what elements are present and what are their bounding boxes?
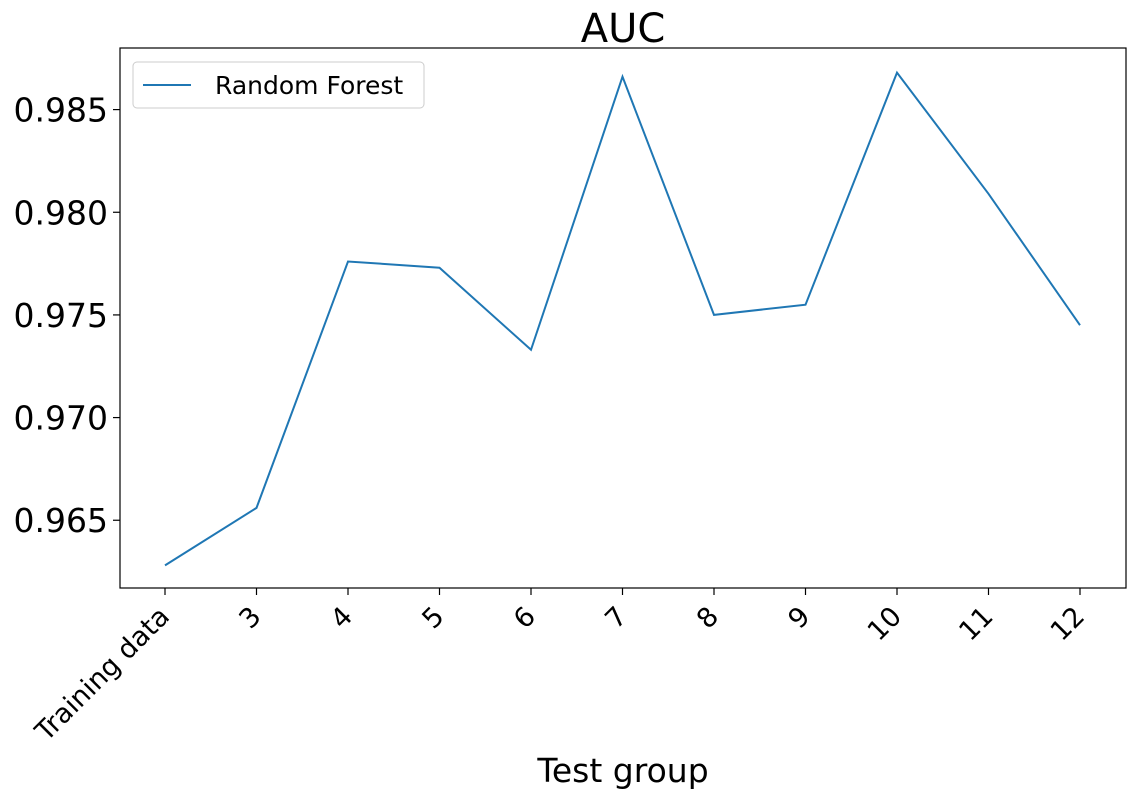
x-tick-label: 10 xyxy=(862,601,908,647)
data-point xyxy=(713,314,715,316)
y-axis: 0.965 0.970 0.975 0.980 0.985 xyxy=(14,91,120,540)
x-axis: Training data 3 4 5 6 7 8 9 10 11 12 xyxy=(29,588,1091,748)
x-tick-label: 7 xyxy=(599,601,633,635)
data-point xyxy=(896,72,898,74)
data-point xyxy=(164,564,166,566)
data-point xyxy=(622,76,624,78)
y-tick-label: 0.980 xyxy=(14,193,108,232)
x-tick-label: 9 xyxy=(782,601,816,635)
data-point xyxy=(530,349,532,351)
data-point xyxy=(988,193,990,195)
chart-title: AUC xyxy=(581,6,666,52)
x-tick-label: 11 xyxy=(953,601,999,647)
legend: Random Forest xyxy=(132,61,425,109)
y-tick-label: 0.970 xyxy=(14,399,108,438)
y-tick-label: 0.985 xyxy=(14,91,108,130)
y-tick-label: 0.975 xyxy=(14,296,108,335)
data-point xyxy=(347,261,349,263)
x-tick-label: 12 xyxy=(1045,601,1091,647)
x-tick-label: 6 xyxy=(508,601,542,635)
x-axis-label: Test group xyxy=(536,751,708,790)
data-point xyxy=(439,267,441,269)
x-tick-label: 5 xyxy=(416,601,450,635)
x-tick-label: 3 xyxy=(233,601,267,635)
legend-label: Random Forest xyxy=(215,71,403,100)
data-point xyxy=(256,507,258,509)
data-point xyxy=(1079,324,1081,326)
x-tick-label: 8 xyxy=(691,601,725,635)
series-line-0 xyxy=(164,70,1081,567)
plot-area xyxy=(119,47,1127,589)
x-tick-label: Training data xyxy=(29,601,176,748)
data-point xyxy=(805,304,807,306)
legend-box xyxy=(132,61,425,109)
plot-frame xyxy=(119,47,1127,589)
y-tick-label: 0.965 xyxy=(14,501,108,540)
x-tick-label: 4 xyxy=(325,601,359,635)
